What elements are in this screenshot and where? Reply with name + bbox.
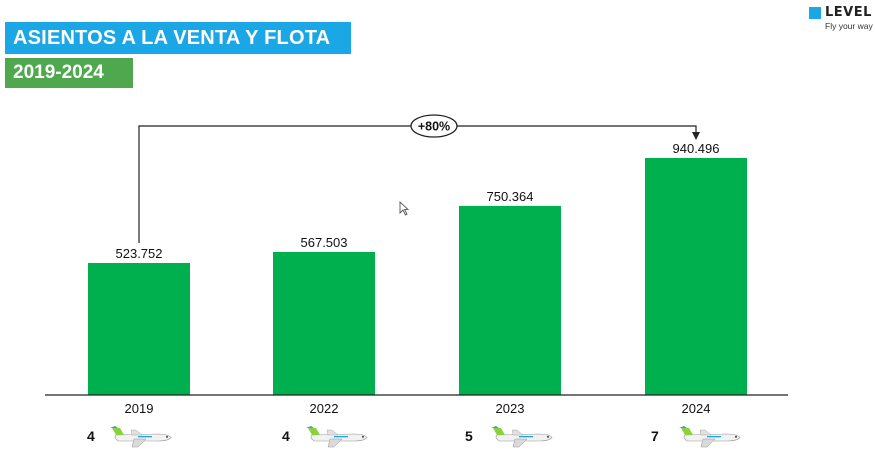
value-label-2024: 940.496 (673, 141, 720, 156)
bar-2019 (88, 263, 190, 395)
period-subtitle: 2019-2024 (5, 58, 133, 88)
logo-tagline: Fly your way (825, 21, 873, 31)
category-label-2023: 2023 (496, 401, 525, 416)
category-label-2024: 2024 (682, 401, 711, 416)
airplane-icon (491, 426, 553, 448)
category-label-2022: 2022 (310, 401, 339, 416)
bar-2022 (273, 251, 375, 395)
fleet-count-2019: 4 (87, 428, 95, 444)
airplane-icon (679, 426, 741, 448)
bar-2024 (645, 157, 747, 395)
value-label-2022: 567.503 (301, 235, 348, 250)
bar-2023 (459, 205, 561, 395)
mouse-cursor-icon (399, 201, 409, 216)
logo-name: LEVEL (825, 5, 872, 20)
airplane-icon (110, 426, 172, 448)
value-label-2019: 523.752 (116, 246, 163, 261)
page-title: ASIENTOS A LA VENTA Y FLOTA (5, 22, 351, 54)
growth-bracket (138, 125, 697, 244)
growth-badge (410, 114, 458, 138)
growth-label: +80% (418, 120, 450, 134)
fleet-count-2024: 7 (651, 428, 659, 444)
level-logo: LEVEL Fly your way (809, 5, 875, 35)
fleet-count-2022: 4 (282, 428, 290, 444)
fleet-count-2023: 5 (465, 428, 473, 444)
airplane-icon (306, 426, 368, 448)
category-label-2019: 2019 (125, 401, 154, 416)
growth-arrowhead-icon (692, 131, 700, 140)
logo-square-icon (809, 7, 821, 19)
value-label-2023: 750.364 (487, 189, 534, 204)
